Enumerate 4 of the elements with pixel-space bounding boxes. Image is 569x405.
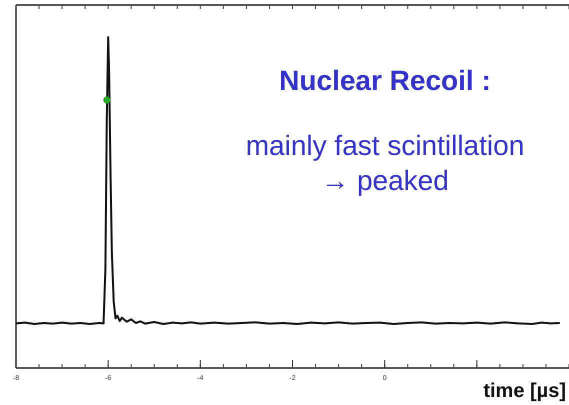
annotation: Nuclear Recoil : xyxy=(279,65,491,96)
annotation: mainly fast scintillation xyxy=(246,130,524,161)
annotation: → peaked xyxy=(321,165,449,196)
x-axis-title: time [µs] xyxy=(483,380,566,402)
